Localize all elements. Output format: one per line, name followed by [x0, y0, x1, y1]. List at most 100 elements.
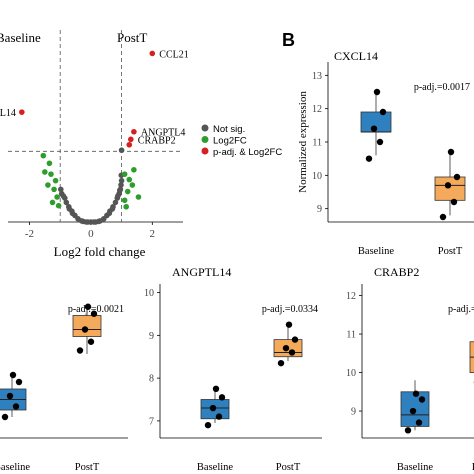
volcano-point — [40, 152, 47, 159]
data-point — [15, 378, 23, 386]
y-tick-label: 12 — [312, 104, 322, 115]
boxplot-crabp2: 9 10 11 12 CRABP2 p-adj.=0.0 Baseline PostT — [346, 265, 474, 473]
y-tick-label: 7 — [149, 416, 154, 427]
data-point — [204, 421, 212, 429]
volcano-point — [116, 187, 123, 194]
panel-title: CRABP2 — [374, 265, 419, 279]
volcano-point — [126, 141, 133, 148]
x-tick-label: 2 — [150, 228, 156, 240]
volcano-point — [115, 193, 121, 199]
data-point — [288, 349, 296, 356]
data-point — [81, 326, 89, 333]
data-point — [87, 338, 95, 345]
p-value-label: p-adj.=0.0334 — [262, 304, 318, 315]
y-axis-label: Normalized expression — [297, 91, 309, 193]
volcano-point — [45, 182, 51, 188]
volcano-point — [54, 194, 60, 200]
boxplot-cxcl14: 9 10 11 12 13 CXCL14 Normalized expression p-ad… — [297, 49, 474, 257]
volcano-point — [55, 202, 62, 209]
data-point — [291, 336, 299, 343]
box-postt — [72, 315, 102, 337]
y-tick-label: 9 — [351, 407, 356, 418]
header-baseline: Baseline — [0, 30, 41, 45]
panel-title: ANGPTL14 — [172, 265, 231, 279]
volcano-point — [51, 186, 57, 193]
volcano-point — [131, 128, 137, 135]
volcano-point — [19, 109, 25, 115]
volcano-point — [52, 177, 59, 184]
boxplot-ccl21: p-adj.=0.0021 Baseline PostT — [0, 303, 128, 473]
data-point — [418, 396, 426, 403]
data-point — [209, 404, 217, 412]
volcano-point — [124, 188, 131, 195]
y-tick-label: 11 — [312, 138, 322, 149]
y-tick-label: 8 — [149, 374, 154, 385]
category-label: PostT — [75, 462, 100, 473]
y-tick-label: 12 — [346, 291, 356, 302]
volcano-point — [129, 182, 136, 188]
panel-title: CXCL14 — [334, 49, 378, 63]
p-value-label: p-adj.=0.0017 — [414, 82, 470, 93]
data-point — [282, 344, 290, 352]
category-label: Baseline — [0, 462, 30, 473]
gene-label: CCL21 — [159, 49, 188, 60]
volcano-point — [128, 136, 134, 143]
y-tick-label: 13 — [312, 71, 322, 82]
volcano-point — [60, 193, 67, 199]
data-point — [444, 182, 452, 189]
volcano-point — [66, 206, 73, 212]
header-postt: PostT — [117, 30, 147, 45]
data-point — [409, 407, 417, 415]
volcano-point — [131, 167, 137, 173]
p-value-label: p-adj.=0.0 — [448, 304, 474, 315]
y-tick-label: 10 — [144, 288, 154, 299]
volcano-point — [118, 147, 125, 154]
data-point — [90, 310, 98, 317]
box-postt — [434, 176, 466, 201]
volcano-point — [121, 197, 128, 204]
data-point — [412, 390, 420, 397]
gene-label: CRABP2 — [138, 135, 176, 146]
panel-label-b: B — [282, 30, 295, 50]
legend-label: Not sig. — [213, 124, 245, 135]
gene-label: CXCL14 — [0, 108, 16, 119]
legend-label: Log2FC — [213, 136, 247, 147]
legend-swatch — [201, 147, 209, 155]
x-tick-label: -2 — [25, 228, 34, 240]
volcano-point — [85, 219, 91, 225]
data-point — [370, 125, 378, 132]
category-label: Baseline — [197, 462, 233, 473]
data-point — [365, 155, 373, 162]
data-point — [453, 173, 461, 181]
volcano-point — [95, 218, 102, 225]
data-point — [1, 413, 9, 421]
volcano-point — [118, 177, 125, 184]
volcano-point — [121, 171, 128, 177]
x-tick-label: 0 — [88, 228, 94, 240]
data-point — [76, 347, 84, 354]
y-tick-label: 9 — [317, 204, 322, 215]
category-label: PostT — [276, 462, 301, 473]
data-point — [277, 359, 285, 367]
data-point — [84, 303, 92, 310]
boxplot-angptl4: 7 8 9 10 ANGPTL14 p-adj.=0.0334 Baseline PostT — [144, 265, 322, 473]
data-point — [218, 394, 226, 401]
y-tick-label: 10 — [346, 368, 356, 379]
volcano-point — [80, 218, 87, 225]
volcano-point — [46, 160, 53, 167]
y-tick-label: 10 — [312, 171, 322, 182]
volcano-point — [109, 206, 116, 212]
data-point — [450, 198, 458, 206]
data-point — [9, 371, 17, 379]
legend-swatch — [201, 124, 209, 132]
data-point — [439, 213, 447, 221]
data-point — [415, 419, 423, 426]
y-tick-label: 9 — [149, 331, 154, 342]
category-label: Baseline — [397, 462, 433, 473]
data-point — [285, 321, 293, 328]
volcano-plot: Baseline PostT -2 0 2 Log2 fold change CCL21 CX… — [0, 30, 282, 259]
data-point — [373, 88, 381, 96]
y-tick-label: 11 — [346, 330, 356, 341]
volcano-point — [63, 199, 70, 206]
